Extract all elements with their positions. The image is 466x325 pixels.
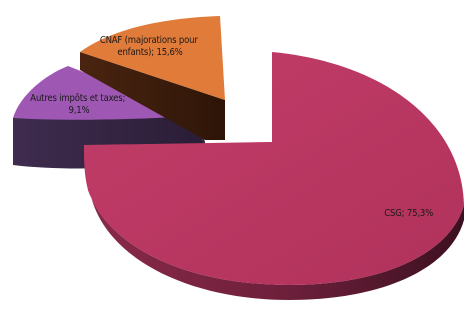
label-autres-impots-line-2: 9,1% bbox=[69, 105, 90, 116]
label-csg-line: CSG; 75,3% bbox=[384, 208, 433, 219]
label-csg: CSG; 75,3% bbox=[384, 208, 433, 219]
slice-cnaf-right-side bbox=[212, 100, 225, 140]
label-cnaf-line-1: CNAF (majorations pour bbox=[100, 35, 198, 46]
label-autres-impots-line-1: Autres impôts et taxes; bbox=[30, 93, 125, 104]
label-autres-impots: Autres impôts et taxes; 9,1% bbox=[30, 93, 127, 116]
label-cnaf: CNAF (majorations pour enfants); 15,6% bbox=[100, 35, 200, 58]
slice-cnaf-top bbox=[80, 16, 225, 100]
slice-cnaf bbox=[80, 16, 225, 140]
label-cnaf-line-2: enfants); 15,6% bbox=[117, 47, 182, 58]
slice-csg-top bbox=[84, 52, 464, 285]
slice-cnaf-side bbox=[80, 52, 225, 140]
slice-csg bbox=[84, 52, 464, 300]
